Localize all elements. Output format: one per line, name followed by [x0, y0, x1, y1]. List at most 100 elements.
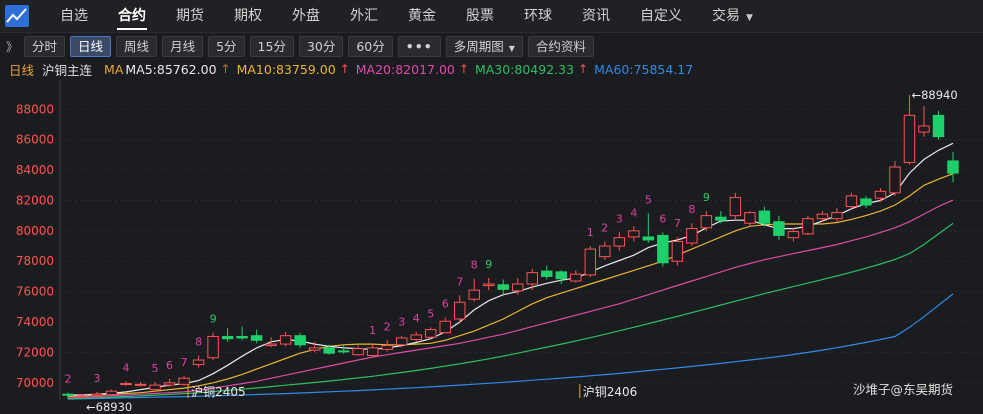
candle-body-up [628, 230, 640, 238]
nav-item-contracts[interactable]: 合约 [103, 0, 161, 33]
candle-body-down [323, 347, 335, 354]
high-price-label: ←88940 [911, 88, 957, 102]
candle-body-up [76, 395, 89, 398]
td-marker-label: 8 [688, 203, 695, 216]
td-marker-label: 6 [659, 212, 666, 225]
period-button-weekly[interactable]: 周线 [116, 36, 158, 57]
nav-item-favorites[interactable]: 自选 [60, 7, 88, 24]
candle-body-up [453, 301, 466, 320]
y-tick-label: 88000 [16, 102, 54, 116]
candle-body-up [889, 166, 901, 194]
candlestick-chart[interactable]: 70000 72000 74000 76000 78000 80000 82000 84000… [0, 80, 983, 414]
candle-body-up [744, 212, 756, 224]
period-button-timeshare[interactable]: 分时 [24, 36, 66, 57]
candle-body-up [366, 347, 379, 356]
td-marker-label: 2 [65, 373, 72, 386]
candle-body-up [149, 384, 161, 391]
candle-body-up [729, 196, 742, 217]
td-marker-label: 7 [674, 217, 681, 230]
contract-roll-label: 沪铜2406 [583, 384, 638, 399]
indicator-legend: 日线 沪铜主连 MA MA5:85762.00 ↑ MA10:83759.00 … [0, 60, 983, 78]
ma60-line [67, 293, 954, 400]
y-tick-label: 70000 [16, 376, 54, 390]
ma20-line [67, 199, 954, 399]
legend-ma30-up-arrow-icon: ↑ [578, 62, 589, 76]
period-button-daily[interactable]: 日线 [70, 36, 112, 57]
low-price-label: ←68930 [86, 400, 132, 414]
td-marker-label: 3 [616, 212, 623, 225]
nav-item-trade[interactable]: 交易 ▼ [697, 0, 768, 33]
y-tick-label: 86000 [16, 133, 54, 147]
legend-ma10-up-arrow-icon: ↑ [339, 62, 350, 76]
candle-body-down [932, 114, 945, 138]
contract-info-button[interactable]: 合约资料 [527, 36, 594, 57]
period-button-monthly[interactable]: 月线 [162, 36, 204, 57]
nav-item-global[interactable]: 环球 [524, 7, 552, 24]
candle-body-up [352, 348, 364, 356]
y-tick-label: 78000 [16, 254, 54, 268]
candle-body-down [294, 335, 306, 346]
candle-body-up [700, 215, 713, 229]
multi-period-dropdown[interactable]: 多周期图 ▼ [445, 36, 523, 57]
period-button-15min[interactable]: 15分 [249, 36, 294, 57]
candle-body-up [584, 248, 597, 276]
candle-body-up [395, 337, 408, 346]
td-marker-label: 6 [442, 297, 449, 310]
candle-body-up [918, 125, 930, 133]
td-marker-label: 9 [485, 258, 492, 271]
chevron-down-icon: ▼ [746, 12, 753, 23]
candle-body-up [802, 218, 814, 235]
candle-body-up [308, 347, 321, 351]
period-toolbar: 》 分时 日线 周线 月线 5分 15分 30分 60分 ••• 多周期图 ▼ 合… [0, 34, 983, 59]
legend-ma30: MA30:80492.33 [474, 61, 575, 77]
contract-roll-label: 沪铜2405 [191, 384, 246, 399]
td-marker-label: 9 [210, 313, 217, 326]
ma30-line [67, 222, 954, 400]
nav-item-futures[interactable]: 期货 [176, 7, 204, 24]
legend-ma-label[interactable]: MA [104, 61, 124, 77]
td-marker-label: 1 [369, 324, 376, 337]
collapse-sidebar-icon[interactable]: 》 [6, 40, 18, 54]
more-periods-button[interactable]: ••• [397, 36, 441, 57]
td-marker-label: 7 [181, 356, 188, 369]
candle-body-down [250, 335, 263, 341]
nav-item-news[interactable]: 资讯 [582, 7, 610, 24]
candle-body-up [439, 320, 451, 334]
nav-item-custom[interactable]: 自定义 [640, 7, 682, 24]
nav-item-forex[interactable]: 外汇 [350, 7, 378, 24]
candle-body-up [279, 335, 292, 345]
chevron-down-icon: ▼ [508, 44, 515, 53]
legend-contract-name: 沪铜主连 [42, 62, 93, 78]
nav-item-gold[interactable]: 黄金 [408, 7, 436, 24]
candle-body-up [512, 283, 524, 292]
candle-body-down [657, 234, 669, 264]
legend-ma5-up-arrow-icon: ↑ [220, 62, 231, 76]
nav-item-foreign-markets[interactable]: 外盘 [292, 7, 320, 24]
td-marker-label: 5 [427, 307, 434, 320]
y-tick-label: 74000 [16, 315, 54, 329]
ma5-line [68, 142, 954, 396]
legend-period: 日线 [9, 62, 35, 78]
top-nav: 自选 合约 期货 期权 外盘 外汇 黄金 股票 环球 资讯 自定义 交易 ▼ [0, 0, 983, 33]
app-logo-icon[interactable] [3, 3, 31, 29]
legend-ma60: MA60:75854.17 [594, 61, 694, 77]
candle-body-down [337, 350, 350, 353]
nav-item-options[interactable]: 期权 [234, 7, 262, 24]
y-tick-label: 76000 [16, 285, 54, 299]
y-tick-label: 80000 [16, 224, 54, 238]
candle-body-up [424, 329, 437, 338]
period-button-5min[interactable]: 5分 [208, 36, 245, 57]
candle-body-up [613, 237, 626, 247]
candle-body-up [178, 377, 190, 385]
period-button-60min[interactable]: 60分 [348, 36, 393, 57]
td-marker-label: 8 [195, 335, 202, 348]
nav-item-trade-label: 交易 [712, 7, 740, 24]
candle-body-up [483, 283, 495, 287]
candle-body-up [526, 272, 538, 285]
candle-body-down [541, 270, 553, 277]
td-marker-label: 3 [398, 316, 405, 329]
period-button-30min[interactable]: 30分 [298, 36, 344, 57]
candle-body-down [947, 160, 959, 174]
nav-item-stocks[interactable]: 股票 [466, 7, 494, 24]
candle-body-down [758, 210, 771, 224]
